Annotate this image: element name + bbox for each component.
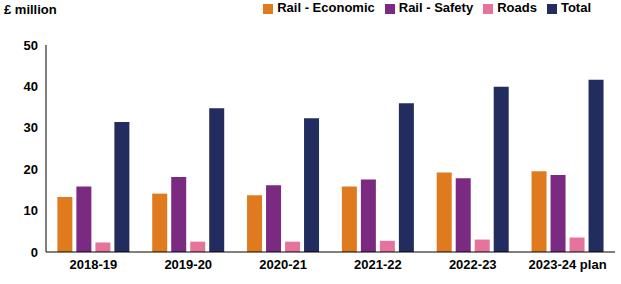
html-text:Total: Total (560, 0, 591, 15)
svg-text:2021-22: 2021-22 (354, 257, 402, 272)
svg-text:2023-24 plan: 2023-24 plan (529, 257, 607, 272)
svg-text:40: 40 (24, 79, 38, 94)
svg-text:2019-20: 2019-20 (164, 257, 212, 272)
svg-text:30: 30 (24, 120, 38, 135)
svg-text:2020-21: 2020-21 (259, 257, 307, 272)
svg-text:10: 10 (24, 203, 38, 218)
html-text:£ million: £ million (4, 2, 57, 17)
svg-text:0: 0 (31, 245, 38, 260)
svg-text:2022-23: 2022-23 (449, 257, 497, 272)
html-text:Roads: Roads (497, 0, 537, 15)
html-text:Rail - Economic: Rail - Economic (277, 0, 375, 15)
html-text:Rail - Safety: Rail - Safety (398, 0, 474, 15)
svg-text:50: 50 (24, 38, 38, 53)
svg-text:2018-19: 2018-19 (70, 257, 118, 272)
svg-text:20: 20 (24, 162, 38, 177)
